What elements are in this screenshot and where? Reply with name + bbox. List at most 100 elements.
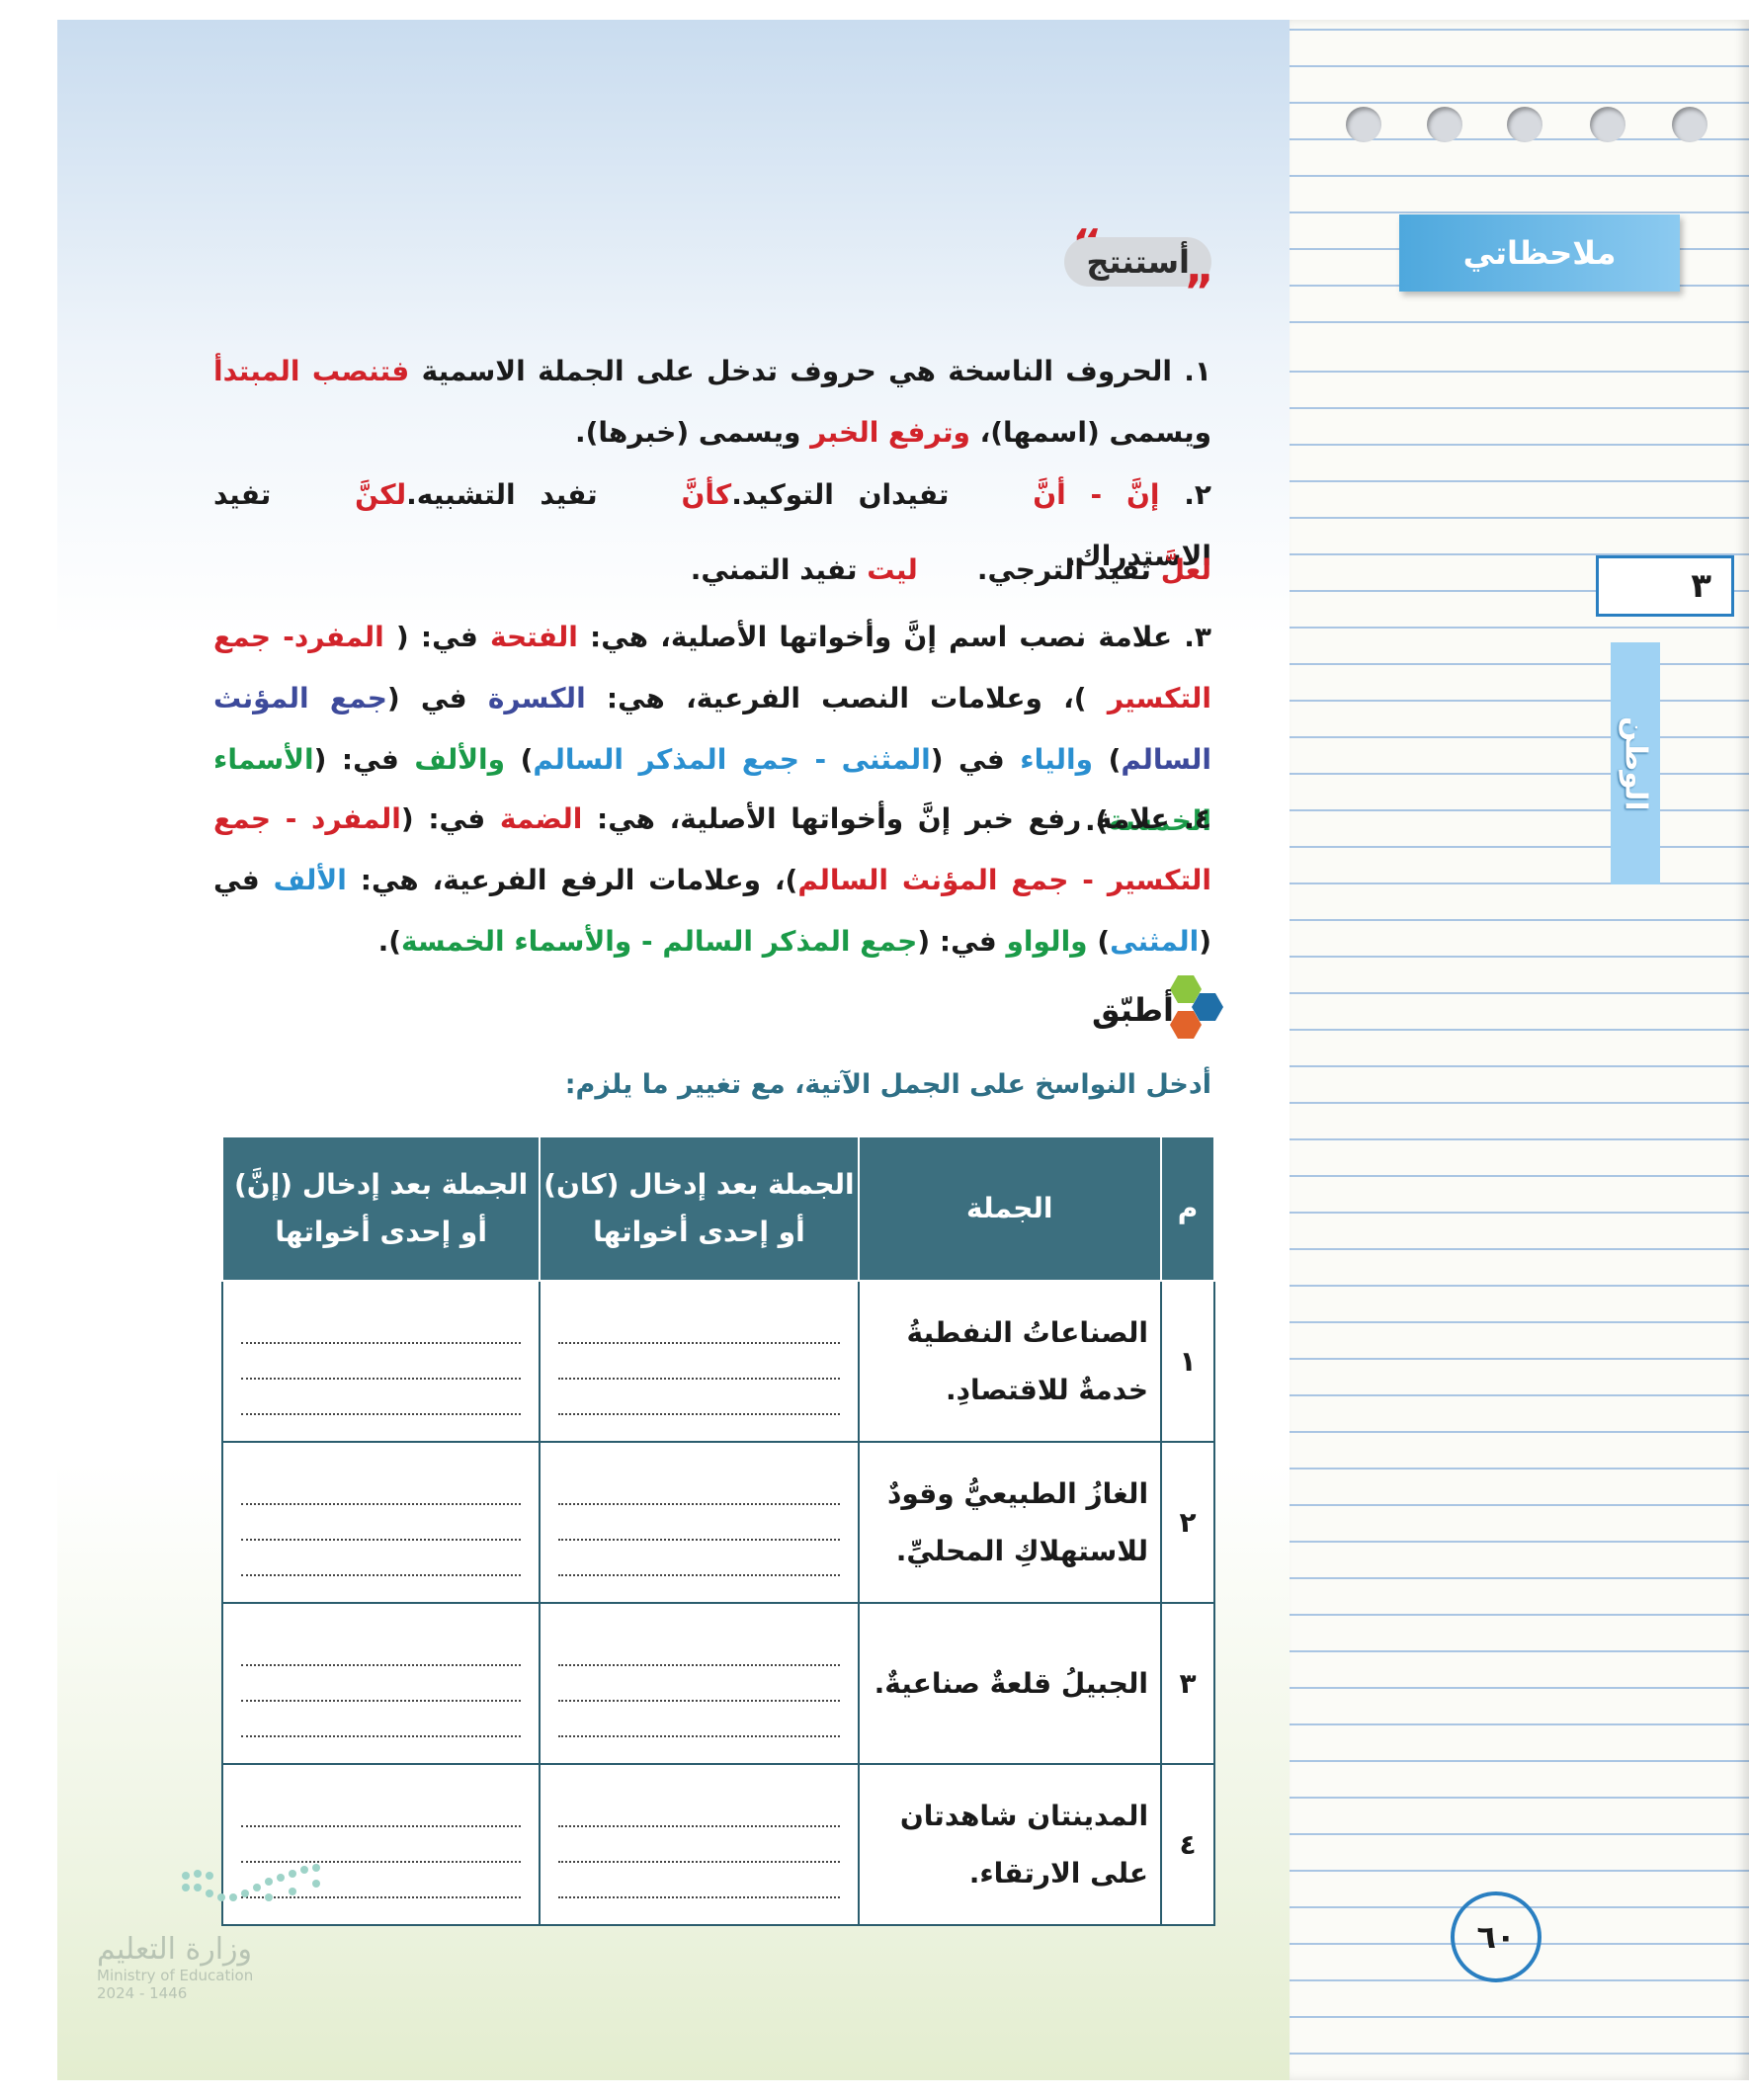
point-text: ) xyxy=(1093,743,1122,776)
point-text: في: ( xyxy=(917,925,1007,958)
sentence: الغازُ الطبيعيُّ وقودٌ للاستهلاكِ المحلي… xyxy=(857,1441,1163,1604)
point-text: تفيد الترجي. xyxy=(976,553,1161,586)
row-number: ٤ xyxy=(1160,1763,1215,1926)
point-text: ٣. علامة نصب اسم إنَّ وأخواتها الأصلية، … xyxy=(577,621,1211,653)
unit-theme: الوطن xyxy=(1611,642,1660,884)
ministry-logo: وزارة التعليم Ministry of Education 2024… xyxy=(97,1864,320,2002)
point-text: المثنى xyxy=(1110,925,1200,958)
point-text: الفتحة xyxy=(490,621,578,653)
point-text: لعلَّ xyxy=(1160,553,1211,586)
row-number: ١ xyxy=(1160,1280,1215,1443)
point-text: إنَّ - أنَّ xyxy=(1033,478,1160,511)
binder-hole xyxy=(1346,107,1381,142)
header-row: م الجملة الجملة بعد إدخال (كان) أو إحدى أخ… xyxy=(220,1135,1215,1282)
logo-english: Ministry of Education xyxy=(97,1967,254,1984)
answer-line xyxy=(241,1792,522,1827)
point-text: تفيد التشبيه. xyxy=(406,478,623,511)
point-text: المفرد- جمع التكسير xyxy=(204,621,1211,714)
practice-instruction: أدخل النواسخ على الجمل الآتية، مع تغيير … xyxy=(564,1069,1211,1100)
point: لعلَّ تفيد الترجي. ليت تفيد التمني. xyxy=(638,540,1211,601)
answer-line xyxy=(241,1344,522,1380)
answer-cell xyxy=(539,1602,860,1765)
point: ٤. علامة رفع خبر إنَّ وأخواتها الأصلية، … xyxy=(213,789,1211,972)
answer-line xyxy=(558,1863,840,1898)
point: ٣. علامة نصب اسم إنَّ وأخواتها الأصلية، … xyxy=(213,607,1211,852)
point-text: ٤. علامة رفع خبر إنَّ وأخواتها الأصلية، … xyxy=(582,802,1211,835)
point-text: والياء xyxy=(1020,743,1094,776)
practice-table: م الجملة الجملة بعد إدخال (كان) أو إحدى أخ… xyxy=(220,1135,1215,1926)
point-text: ٢. xyxy=(1159,478,1211,511)
row-number: ٣ xyxy=(1160,1602,1215,1765)
table-header: الجملة xyxy=(857,1135,1163,1282)
answer-line xyxy=(241,1827,522,1863)
answer-line xyxy=(241,1702,522,1737)
answer-line xyxy=(241,1308,522,1344)
answer-line xyxy=(241,1666,522,1702)
sentence: الجبيلُ قلعةٌ صناعيةٌ. xyxy=(857,1602,1163,1765)
point-text: تفيدان التوكيد. xyxy=(731,478,974,511)
table-row: ٣ الجبيلُ قلعةٌ صناعيةٌ. xyxy=(220,1602,1215,1765)
logo-dots xyxy=(182,1864,320,1901)
point-text: ). xyxy=(1085,804,1109,837)
point-text: المفرد - جمع التكسير - جمع المؤنث السالم xyxy=(204,802,1211,896)
point-text: في ( xyxy=(386,682,488,714)
point-text: ويسمى (اسمها)، xyxy=(204,355,1211,449)
answer-cell xyxy=(539,1280,860,1443)
answer-cell xyxy=(539,1763,860,1926)
section-title: أستنتج xyxy=(1064,237,1211,287)
answer-line xyxy=(558,1827,840,1863)
point-text: في: ( xyxy=(400,802,500,835)
notes-title: ملاحظاتي xyxy=(1399,214,1680,292)
answer-cell xyxy=(539,1441,860,1604)
answer-line xyxy=(558,1380,840,1415)
practice-title: أطبّق xyxy=(1091,991,1174,1029)
answer-line xyxy=(241,1541,522,1576)
point-text: في: ( xyxy=(313,743,415,776)
point-text: ليت xyxy=(867,553,918,586)
point: ٢. إنَّ - أنَّ تفيدان التوكيد.كأنَّ تفيد… xyxy=(213,464,1211,587)
point-text: فتنصب المبتدأ xyxy=(213,355,410,387)
row-number: ٢ xyxy=(1160,1441,1215,1604)
binder-hole xyxy=(1507,107,1542,142)
point-text: لكنَّ xyxy=(355,478,407,511)
logo-name: وزارة التعليم xyxy=(97,1932,253,1967)
page-number: ٦٠ xyxy=(1451,1891,1541,1982)
point-text: ١. الحروف الناسخة هي حروف تدخل على الجمل… xyxy=(409,355,1211,387)
answer-line xyxy=(241,1380,522,1415)
point-text: وترفع الخبر xyxy=(810,416,970,449)
point-text: المثنى - جمع المذكر السالم xyxy=(533,743,931,776)
logo-year: 2024 - 1446 xyxy=(97,1984,188,2002)
point-text: والألف xyxy=(414,743,506,776)
answer-line xyxy=(241,1631,522,1666)
answer-line xyxy=(558,1308,840,1344)
point-text: جمع المؤنث السالم xyxy=(204,682,1211,776)
sentence: المدينتان شاهدتان على الارتقاء. xyxy=(857,1763,1163,1926)
point-text: في: ( xyxy=(383,621,490,653)
quote-mark: ” xyxy=(1184,265,1214,318)
point-text: ) xyxy=(505,743,534,776)
answer-line xyxy=(558,1792,840,1827)
answer-cell xyxy=(220,1763,541,1926)
point-text: جمع المذكر السالم - والأسماء الخمسة xyxy=(401,925,918,958)
point: ١. الحروف الناسخة هي حروف تدخل على الجمل… xyxy=(213,341,1211,463)
point-text: ). xyxy=(377,925,402,958)
answer-cell xyxy=(220,1441,541,1604)
notes-sidebar xyxy=(1290,20,1749,2080)
table-header: م xyxy=(1160,1135,1215,1282)
point-text: )، وعلامات الرفع الفرعية، هي: xyxy=(346,864,798,896)
answer-line xyxy=(241,1470,522,1505)
table-row: ٤ المدينتان شاهدتان على الارتقاء. xyxy=(220,1763,1215,1926)
answer-line xyxy=(558,1631,840,1666)
answer-line xyxy=(558,1541,840,1576)
answer-line xyxy=(558,1505,840,1541)
table-row: ١ الصناعاتُ النفطيةُ خدمةٌ للاقتصادِ. xyxy=(220,1280,1215,1443)
table-header: الجملة بعد إدخال (إنَّ) أو إحدى أخواتها xyxy=(220,1135,541,1282)
unit-number: ٣ xyxy=(1596,555,1734,617)
point-text: في ( xyxy=(930,743,1021,776)
point-text: ) xyxy=(1087,925,1111,958)
point-text: الألف xyxy=(273,864,347,896)
answer-line xyxy=(241,1863,522,1898)
binder-hole xyxy=(1672,107,1707,142)
point-text: الكسرة xyxy=(487,682,586,714)
answer-line xyxy=(558,1666,840,1702)
